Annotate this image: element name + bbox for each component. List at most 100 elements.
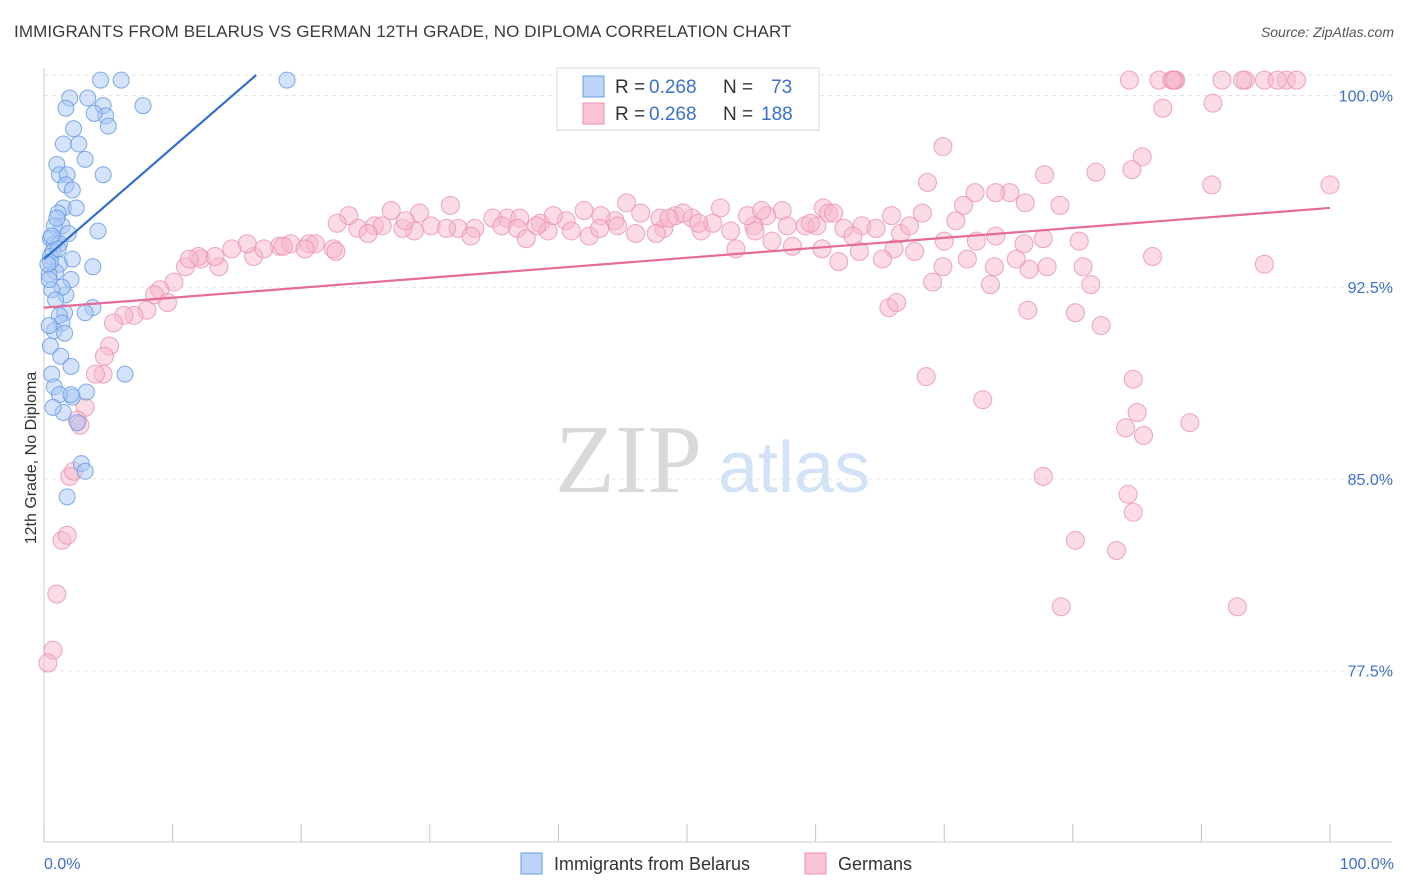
germans-point-149 bbox=[205, 247, 225, 267]
belarus-point-63 bbox=[58, 488, 76, 506]
germans-point-174 bbox=[326, 241, 346, 261]
belarus-point-2 bbox=[278, 71, 296, 89]
germans-point-161 bbox=[721, 221, 741, 241]
germans-point-167 bbox=[946, 211, 966, 231]
belarus-point-59 bbox=[44, 398, 62, 416]
germans-point-11 bbox=[1119, 70, 1139, 90]
germans-point-50 bbox=[574, 201, 594, 221]
chart-title: IMMIGRANTS FROM BELARUS VS GERMAN 12TH G… bbox=[14, 22, 792, 41]
germans-point-179 bbox=[752, 201, 772, 221]
legend-r-label-2: R = bbox=[615, 104, 645, 125]
germans-point-29 bbox=[953, 195, 973, 215]
germans-point-124 bbox=[1180, 413, 1200, 433]
belarus-point-49 bbox=[52, 347, 70, 365]
germans-point-178 bbox=[659, 208, 679, 228]
belarus-trend-line bbox=[43, 74, 257, 260]
germans-point-152 bbox=[631, 203, 651, 223]
belarus-point-60 bbox=[68, 414, 86, 432]
germans-point-20 bbox=[1035, 165, 1055, 185]
germans-point-181 bbox=[843, 226, 863, 246]
germans-point-101 bbox=[1069, 231, 1089, 251]
legend-n-value-2: 188 bbox=[761, 104, 793, 125]
germans-point-15 bbox=[1320, 175, 1340, 195]
germans-point-43 bbox=[745, 221, 765, 241]
germans-point-31 bbox=[881, 206, 901, 226]
belarus-point-66 bbox=[48, 209, 66, 227]
germans-point-177 bbox=[590, 218, 610, 238]
germans-point-116 bbox=[887, 293, 907, 313]
germans-point-113 bbox=[1006, 249, 1026, 269]
belarus-point-11 bbox=[65, 120, 83, 138]
belarus-point-0 bbox=[92, 71, 110, 89]
germans-point-17 bbox=[1202, 175, 1222, 195]
bottom-legend-label-belarus: Immigrants from Belarus bbox=[554, 854, 750, 874]
legend-r-label-1: R = bbox=[615, 77, 645, 98]
germans-point-39 bbox=[777, 216, 797, 236]
germans-point-118 bbox=[1065, 303, 1085, 323]
germans-point-114 bbox=[1081, 275, 1101, 295]
trend-lines bbox=[43, 74, 1331, 309]
legend-swatch-germans bbox=[582, 102, 605, 125]
germans-points bbox=[38, 70, 1340, 673]
germans-point-183 bbox=[543, 206, 563, 226]
germans-point-76 bbox=[94, 346, 114, 366]
belarus-point-5 bbox=[57, 99, 75, 117]
legend-n-label-1: N = bbox=[723, 77, 753, 98]
germans-point-86 bbox=[47, 584, 67, 604]
belarus-point-70 bbox=[39, 255, 57, 273]
germans-point-28 bbox=[1122, 160, 1142, 180]
germans-point-185 bbox=[295, 239, 315, 259]
belarus-point-68 bbox=[40, 317, 58, 335]
belarus-points bbox=[39, 71, 296, 506]
germans-point-182 bbox=[626, 224, 646, 244]
germans-point-109 bbox=[1073, 257, 1093, 277]
germans-point-171 bbox=[527, 216, 547, 236]
germans-point-127 bbox=[1033, 466, 1053, 486]
germans-point-119 bbox=[1091, 316, 1111, 336]
germans-point-176 bbox=[461, 226, 481, 246]
germans-point-129 bbox=[1118, 484, 1138, 504]
germans-point-100 bbox=[1033, 229, 1053, 249]
germans-point-111 bbox=[923, 272, 943, 292]
belarus-point-47 bbox=[56, 324, 74, 342]
germans-point-184 bbox=[395, 211, 415, 231]
germans-point-13 bbox=[1203, 93, 1223, 113]
germans-point-128 bbox=[1065, 530, 1085, 550]
y-tick-label-0: 100.0% bbox=[1339, 88, 1393, 105]
germans-point-88 bbox=[38, 653, 58, 673]
germans-point-137 bbox=[561, 221, 581, 241]
germans-point-146 bbox=[254, 239, 274, 259]
legend-r-value-1: 0.268 bbox=[649, 77, 697, 98]
belarus-point-10 bbox=[85, 104, 103, 122]
belarus-point-50 bbox=[62, 357, 80, 375]
germans-point-26 bbox=[1050, 195, 1070, 215]
germans-point-57 bbox=[381, 201, 401, 221]
germans-point-95 bbox=[905, 241, 925, 261]
germans-point-6 bbox=[1233, 70, 1253, 90]
axes bbox=[43, 68, 1392, 843]
x-tick-label-max: 100.0% bbox=[1340, 856, 1394, 873]
germans-point-25 bbox=[986, 183, 1006, 203]
germans-point-74 bbox=[103, 313, 123, 333]
y-axis-title: 12th Grade, No Diploma bbox=[23, 372, 40, 545]
germans-point-98 bbox=[986, 226, 1006, 246]
germans-point-125 bbox=[1116, 418, 1136, 438]
belarus-point-24 bbox=[89, 222, 107, 240]
legend-r-value-2: 0.268 bbox=[649, 104, 697, 125]
y-tick-label-1: 92.5% bbox=[1348, 280, 1393, 297]
belarus-point-9 bbox=[99, 117, 117, 135]
germans-point-164 bbox=[866, 218, 886, 238]
germans-point-23 bbox=[965, 183, 985, 203]
legend-swatch-belarus bbox=[582, 75, 605, 98]
germans-trend-line bbox=[43, 206, 1331, 309]
germans-point-49 bbox=[617, 193, 637, 213]
germans-point-148 bbox=[222, 239, 242, 259]
belarus-point-72 bbox=[40, 271, 58, 289]
germans-point-110 bbox=[1143, 247, 1163, 267]
germans-point-85 bbox=[57, 525, 77, 545]
germans-point-186 bbox=[516, 229, 536, 249]
germans-point-117 bbox=[1018, 300, 1038, 320]
germans-point-30 bbox=[912, 203, 932, 223]
germans-point-172 bbox=[646, 224, 666, 244]
belarus-point-69 bbox=[47, 291, 65, 309]
